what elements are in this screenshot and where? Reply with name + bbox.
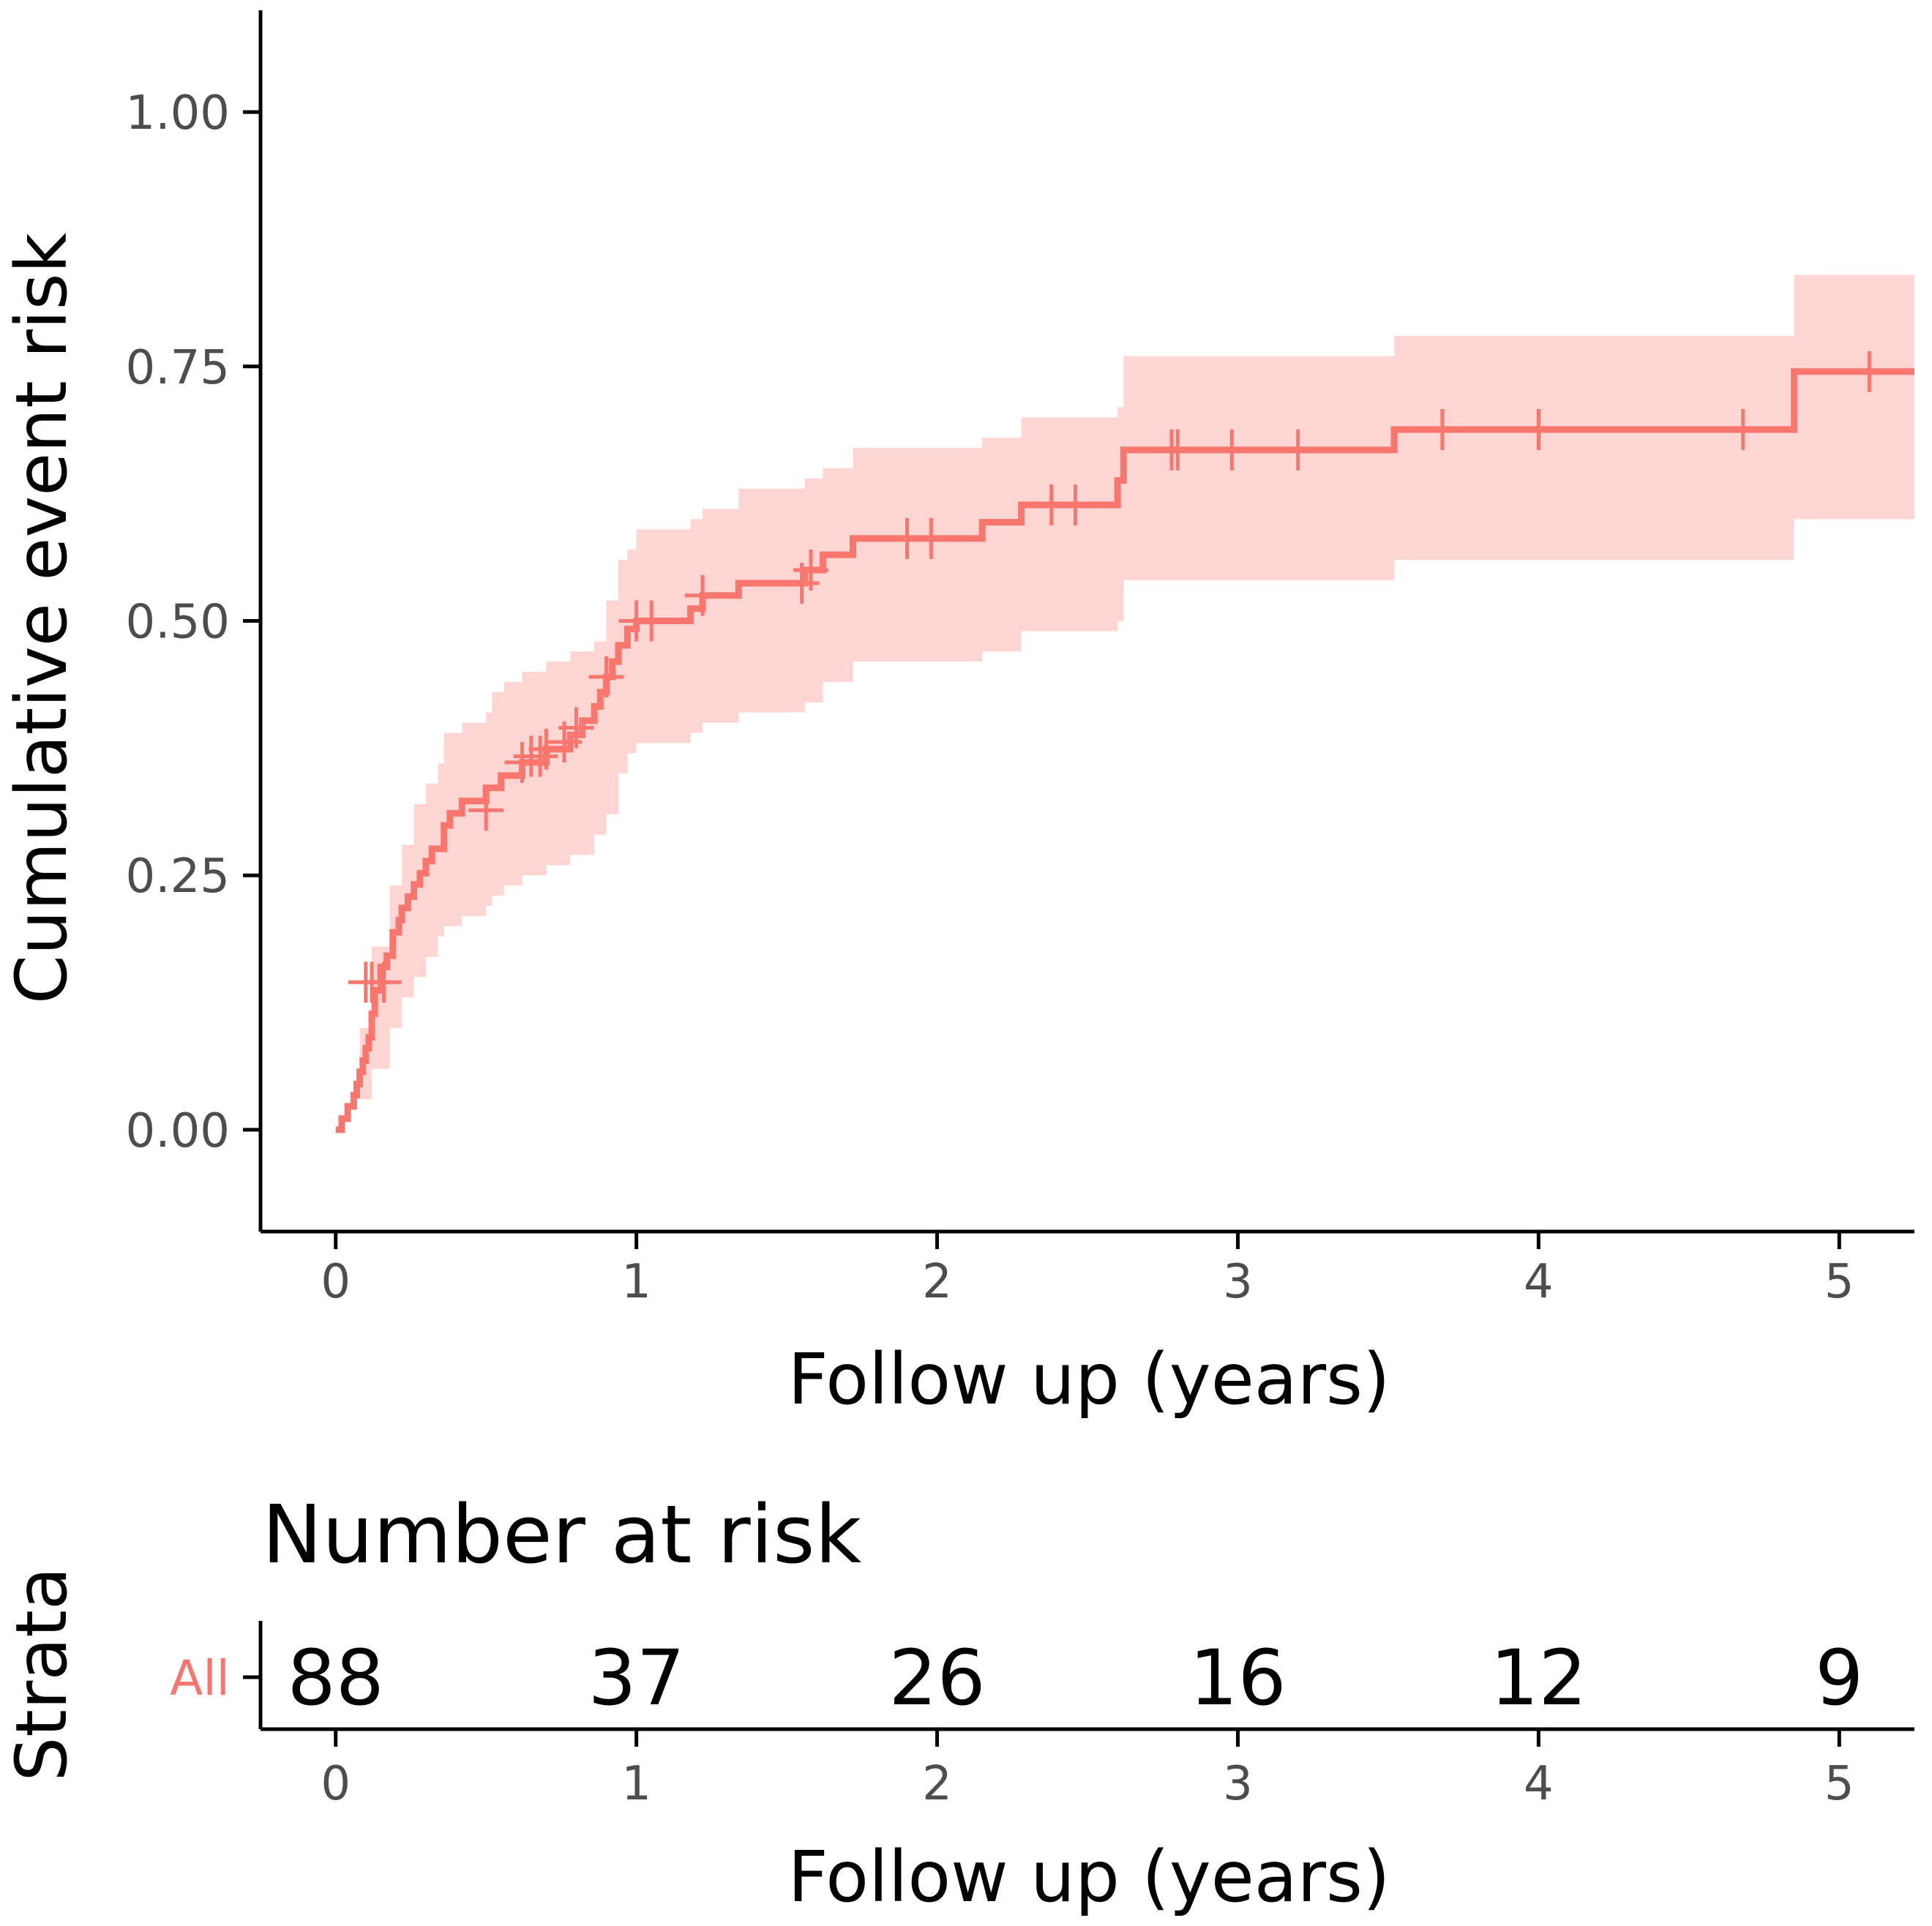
risk-count: 37 (588, 1633, 684, 1723)
risk-x-axis-title: Follow up (years) (787, 1836, 1390, 1918)
risk-count: 26 (888, 1633, 985, 1723)
km-plot: 0.00 0.25 0.50 0.75 1.00 0 1 2 3 4 5 Cumulative ev… (1, 10, 1914, 1420)
y-tick-label: 0.00 (126, 1104, 231, 1158)
y-tick-label: 0.25 (126, 850, 231, 904)
y-axis-title: Cumulative event risk (1, 233, 83, 1005)
censor-mark (1160, 429, 1196, 471)
censor-mark (1057, 484, 1093, 525)
risk-count: 88 (288, 1633, 384, 1723)
x-tick-label: 5 (1824, 1255, 1854, 1309)
censor-mark (588, 656, 624, 697)
x-tick-label: 3 (1223, 1255, 1253, 1309)
confidence-band (335, 274, 1914, 1130)
risk-x-tick-label: 5 (1824, 1757, 1854, 1811)
risk-count: 9 (1815, 1633, 1863, 1723)
risk-count: 12 (1490, 1633, 1587, 1723)
risk-x-tick-label: 1 (621, 1757, 651, 1811)
x-axis-title: Follow up (years) (787, 1338, 1390, 1420)
censor-mark (913, 517, 949, 559)
risk-table-y-title: Strata (1, 1567, 83, 1781)
y-tick-label: 1.00 (126, 86, 231, 140)
risk-table-title: Number at risk (262, 1488, 861, 1581)
y-tick-label: 0.50 (126, 596, 231, 650)
risk-x-tick-label: 4 (1524, 1757, 1554, 1811)
censor-mark (793, 549, 828, 591)
x-tick-label: 1 (621, 1255, 651, 1309)
x-tick-label: 2 (922, 1255, 952, 1309)
censor-mark (504, 741, 540, 783)
risk-x-tick-label: 0 (321, 1757, 351, 1811)
strata-label-all: All (170, 1650, 230, 1706)
censor-mark (1852, 351, 1887, 392)
confidence-band-layer (335, 274, 1914, 1130)
censor-mark (528, 728, 564, 770)
x-tick-label: 0 (321, 1255, 351, 1309)
censor-mark (558, 707, 594, 749)
censor-mark (1214, 429, 1250, 471)
censor-mark (1280, 429, 1316, 471)
risk-x-tick-label: 2 (922, 1757, 952, 1811)
main-axes: 0.00 0.25 0.50 0.75 1.00 0 1 2 3 4 5 (126, 10, 1914, 1309)
x-tick-label: 4 (1524, 1255, 1554, 1309)
censor-mark (1424, 409, 1460, 451)
censor-mark (685, 574, 721, 616)
y-tick-label: 0.75 (126, 341, 231, 395)
censor-mark (523, 735, 558, 777)
censor-mark (468, 790, 504, 831)
risk-table-values: 88 37 26 16 12 9 (288, 1633, 1864, 1723)
risk-count: 16 (1189, 1633, 1286, 1723)
risk-x-tick-label: 3 (1223, 1757, 1253, 1811)
censor-marks-layer (348, 351, 1887, 1003)
censor-mark (634, 600, 670, 642)
censor-mark (1725, 409, 1761, 451)
censor-mark (366, 962, 402, 1003)
censor-mark (1521, 409, 1557, 451)
